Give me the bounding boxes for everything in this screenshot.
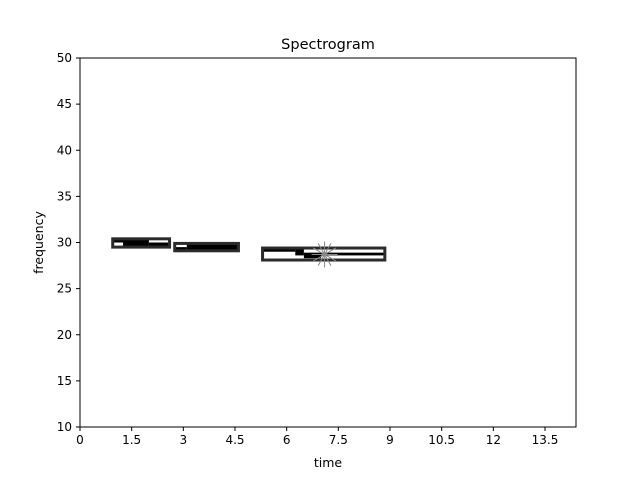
y-tick-label: 35 xyxy=(57,189,72,203)
x-tick-label: 12 xyxy=(486,433,501,447)
x-tick-label: 4.5 xyxy=(225,433,244,447)
energy-block xyxy=(295,248,304,256)
y-tick-label: 15 xyxy=(57,374,72,388)
star-marker-ray xyxy=(313,247,337,262)
segment-outline xyxy=(173,241,240,253)
y-tick-label: 25 xyxy=(57,282,72,296)
energy-block xyxy=(186,243,239,251)
energy-block xyxy=(262,248,296,252)
x-tick-label: 10.5 xyxy=(428,433,455,447)
energy-block xyxy=(174,247,187,251)
energy-block xyxy=(321,252,385,256)
chart-title: Spectrogram xyxy=(281,37,375,53)
star-marker xyxy=(311,241,338,268)
y-axis: 10 15 20 25 30 35 40 45 50 xyxy=(57,51,80,434)
x-tick-label: 1.5 xyxy=(122,433,141,447)
segment-outline xyxy=(261,246,387,262)
y-tick-label: 20 xyxy=(57,328,72,342)
x-tick-label: 9 xyxy=(386,433,394,447)
x-tick-label: 3 xyxy=(180,433,188,447)
segment-outline xyxy=(111,237,172,249)
plot-content xyxy=(111,237,387,268)
y-tick-label: 40 xyxy=(57,143,72,157)
y-tick-label: 30 xyxy=(57,236,72,250)
energy-block xyxy=(123,238,149,248)
y-tick-label: 45 xyxy=(57,97,72,111)
y-tick-label: 50 xyxy=(57,51,72,65)
y-tick-label: 10 xyxy=(57,420,72,434)
x-axis-label: time xyxy=(314,455,343,470)
energy-block xyxy=(148,242,170,248)
x-tick-label: 13.5 xyxy=(532,433,559,447)
energy-block xyxy=(303,252,322,259)
energy-block xyxy=(112,238,124,243)
x-axis: 0 1.5 3 4.5 6 7.5 9 10.5 12 13.5 xyxy=(76,427,558,447)
x-tick-label: 6 xyxy=(283,433,291,447)
y-axis-label: frequency xyxy=(31,211,46,274)
x-tick-label: 7.5 xyxy=(329,433,348,447)
x-tick-label: 0 xyxy=(76,433,84,447)
